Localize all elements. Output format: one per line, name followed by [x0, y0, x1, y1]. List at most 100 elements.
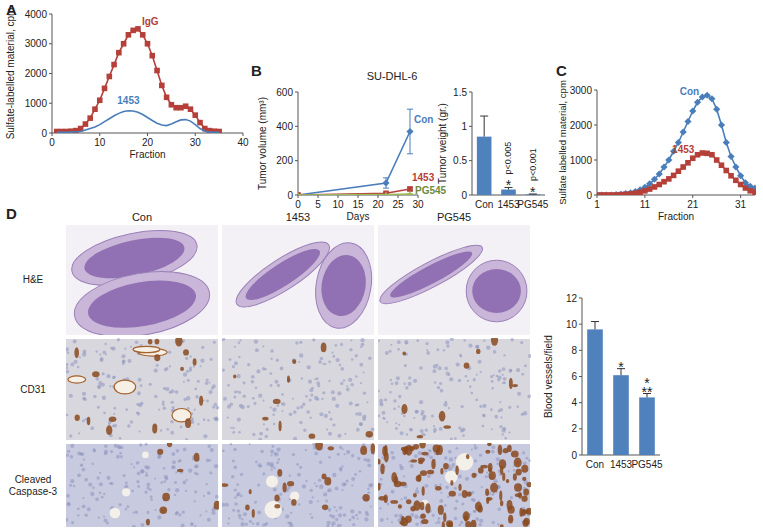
nucleus: [454, 507, 457, 510]
nucleus: [234, 488, 237, 491]
nucleus: [256, 369, 260, 373]
nucleus: [264, 435, 268, 439]
stain: [366, 431, 373, 437]
nucleus: [128, 359, 132, 363]
nucleus: [339, 446, 342, 449]
nucleus: [121, 354, 125, 358]
stain: [279, 421, 282, 431]
nucleus: [168, 350, 171, 353]
nucleus: [137, 485, 140, 488]
stain: [233, 374, 236, 378]
nucleus: [436, 364, 439, 367]
nucleus: [266, 428, 269, 431]
nucleus: [213, 417, 217, 421]
stain: [435, 486, 442, 491]
nucleus: [191, 523, 193, 525]
nucleus: [270, 450, 274, 454]
column-header: 1453: [286, 211, 310, 223]
nucleus: [459, 524, 461, 526]
marker: [642, 188, 648, 194]
nucleus: [175, 390, 179, 394]
nucleus: [360, 345, 363, 348]
nucleus: [390, 451, 394, 455]
marker: [145, 41, 151, 47]
nucleus: [299, 466, 302, 469]
nucleus: [386, 421, 388, 423]
stain: [148, 339, 153, 345]
nucleus: [110, 347, 113, 350]
stain: [514, 457, 522, 467]
nucleus: [137, 391, 141, 395]
x-tick-label: 30: [190, 137, 202, 148]
x-tick: [338, 195, 339, 198]
nucleus: [70, 363, 74, 367]
marker: [87, 115, 93, 121]
nucleus: [289, 413, 293, 417]
marker: [197, 120, 203, 126]
series-line: [57, 29, 219, 132]
stain: [287, 481, 294, 486]
marker: [719, 162, 725, 168]
marker: [130, 28, 136, 34]
nucleus: [467, 380, 469, 382]
nucleus: [278, 458, 281, 461]
marker: [661, 179, 667, 185]
nucleus: [230, 427, 232, 429]
nucleus: [486, 472, 488, 474]
marker: [159, 83, 165, 89]
nucleus: [67, 502, 71, 506]
nucleus: [435, 522, 437, 524]
nucleus: [122, 360, 125, 363]
nucleus: [185, 438, 188, 440]
nucleus: [346, 388, 350, 392]
stain: [193, 358, 197, 366]
nucleus: [508, 369, 512, 373]
stain: [420, 502, 425, 510]
nucleus: [444, 504, 447, 507]
nucleus: [501, 433, 503, 435]
nucleus: [491, 450, 495, 454]
x-tick-label: 1453: [610, 459, 633, 470]
nucleus: [241, 518, 243, 520]
nucleus: [206, 483, 208, 485]
x-axis-label: Fraction: [658, 211, 694, 222]
nucleus: [476, 374, 478, 376]
nucleus: [485, 475, 488, 478]
x-tick: [398, 195, 399, 198]
nucleus: [502, 382, 505, 385]
y-tick-label: 4000: [25, 9, 48, 20]
nucleus: [401, 498, 403, 500]
nucleus: [113, 424, 117, 428]
x-tick: [195, 133, 196, 136]
nucleus: [486, 345, 490, 349]
series-line: [57, 111, 219, 133]
nucleus: [169, 391, 172, 394]
nucleus: [451, 463, 455, 467]
nucleus: [239, 517, 241, 519]
stain: [185, 418, 191, 428]
nucleus: [465, 375, 468, 378]
stain: [498, 445, 503, 455]
nucleus: [497, 523, 499, 525]
nucleus: [175, 512, 178, 515]
nucleus: [390, 379, 392, 381]
marker: [121, 41, 127, 47]
nucleus: [93, 395, 97, 399]
nucleus: [186, 370, 189, 373]
nucleus: [410, 464, 414, 468]
nucleus: [106, 476, 110, 480]
nucleus: [425, 429, 428, 432]
nucleus: [145, 474, 148, 477]
nucleus: [391, 490, 395, 494]
nucleus: [253, 402, 256, 405]
nucleus: [338, 513, 342, 517]
nucleus: [465, 477, 469, 481]
nucleus: [434, 381, 436, 383]
nucleus: [433, 430, 436, 433]
nucleus: [342, 448, 344, 450]
nucleus: [169, 365, 171, 367]
nucleus: [474, 446, 478, 450]
nucleus: [521, 373, 524, 376]
stain: [488, 463, 493, 471]
nucleus: [356, 428, 360, 432]
